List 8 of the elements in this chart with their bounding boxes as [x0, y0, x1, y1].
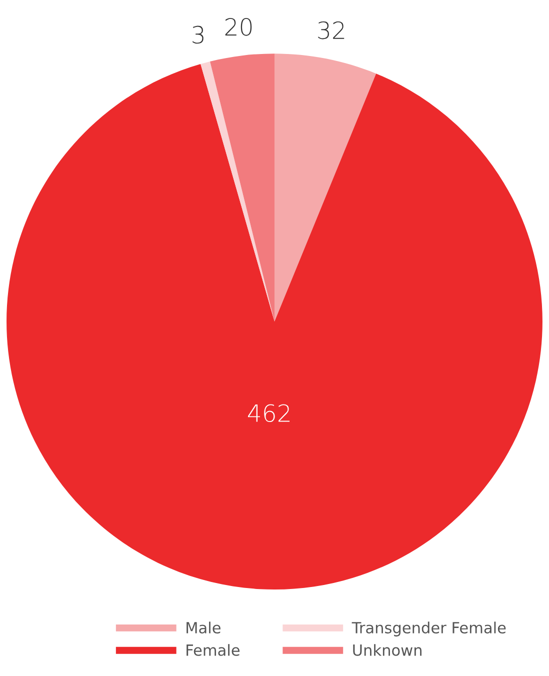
data-label: 3 — [192, 26, 204, 44]
data-label: 32 — [318, 21, 344, 40]
data-label: 20 — [225, 18, 252, 36]
data-label: 462 — [248, 404, 290, 422]
legend-label: Transgender Female — [352, 622, 506, 636]
legend-label: Unknown — [353, 644, 422, 656]
legend-label: Female — [186, 644, 240, 656]
legend-label: Male — [186, 622, 220, 634]
